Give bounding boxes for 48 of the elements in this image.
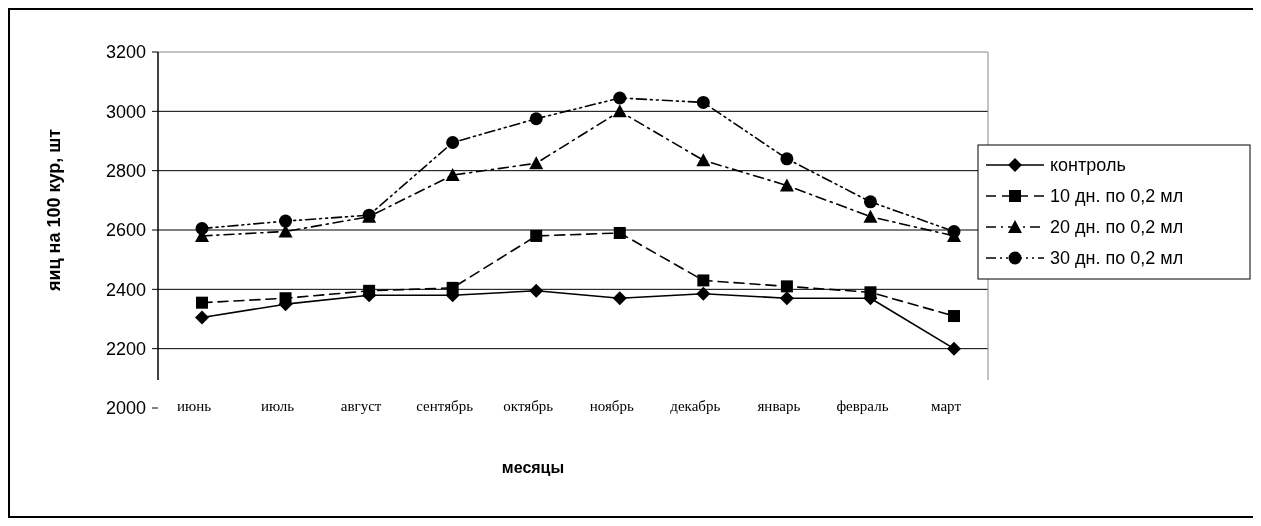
point (195, 310, 209, 325)
point (863, 209, 878, 223)
point (529, 283, 544, 298)
point (863, 195, 877, 209)
x-tick-label: март (931, 398, 962, 414)
x-axis-title: месяцы (501, 459, 565, 476)
x-tick-label: июль (260, 398, 295, 414)
x-tick-label: сентябрь (416, 398, 474, 414)
point (697, 274, 710, 287)
point (947, 341, 961, 356)
x-tick-label: январь (757, 398, 801, 414)
x-tick-label: июнь (176, 398, 212, 414)
y-axis-title: яиц на 100 кур, шт (44, 128, 64, 293)
point (696, 153, 711, 167)
point (780, 280, 793, 293)
legend-label: 20 дн. по 0,2 мл (1050, 217, 1184, 238)
y-tick-label: 2600 (105, 220, 146, 241)
point (529, 156, 544, 170)
x-tick-label: февраль (836, 398, 889, 414)
point (696, 286, 711, 301)
y-tick-label: 3000 (105, 101, 146, 122)
point (530, 229, 543, 242)
point (779, 178, 794, 192)
y-tick-label: 2200 (105, 338, 146, 359)
point (612, 104, 627, 118)
point (779, 291, 794, 306)
point (196, 296, 208, 309)
y-tick-label: 2800 (105, 160, 146, 181)
point (612, 291, 627, 306)
x-tick-label: ноябрь (589, 398, 634, 414)
legend-label: контроль (1050, 155, 1126, 176)
legend-label: 10 дн. по 0,2 мл (1050, 186, 1184, 207)
point (529, 112, 543, 126)
y-tick-label: 2000 (105, 398, 146, 419)
x-tick-label: август (340, 398, 382, 414)
point (445, 168, 460, 182)
legend-label: 30 дн. по 0,2 мл (1050, 248, 1184, 269)
point (279, 214, 293, 228)
point (780, 152, 794, 166)
point (948, 310, 960, 323)
point (613, 226, 626, 239)
y-tick-label: 2400 (105, 279, 146, 300)
point (696, 95, 710, 109)
point (446, 135, 460, 149)
point (613, 91, 627, 105)
y-tick-label: 3200 (105, 42, 146, 63)
x-tick-label: октябрь (503, 398, 554, 414)
x-tick-label: декабрь (670, 398, 721, 414)
